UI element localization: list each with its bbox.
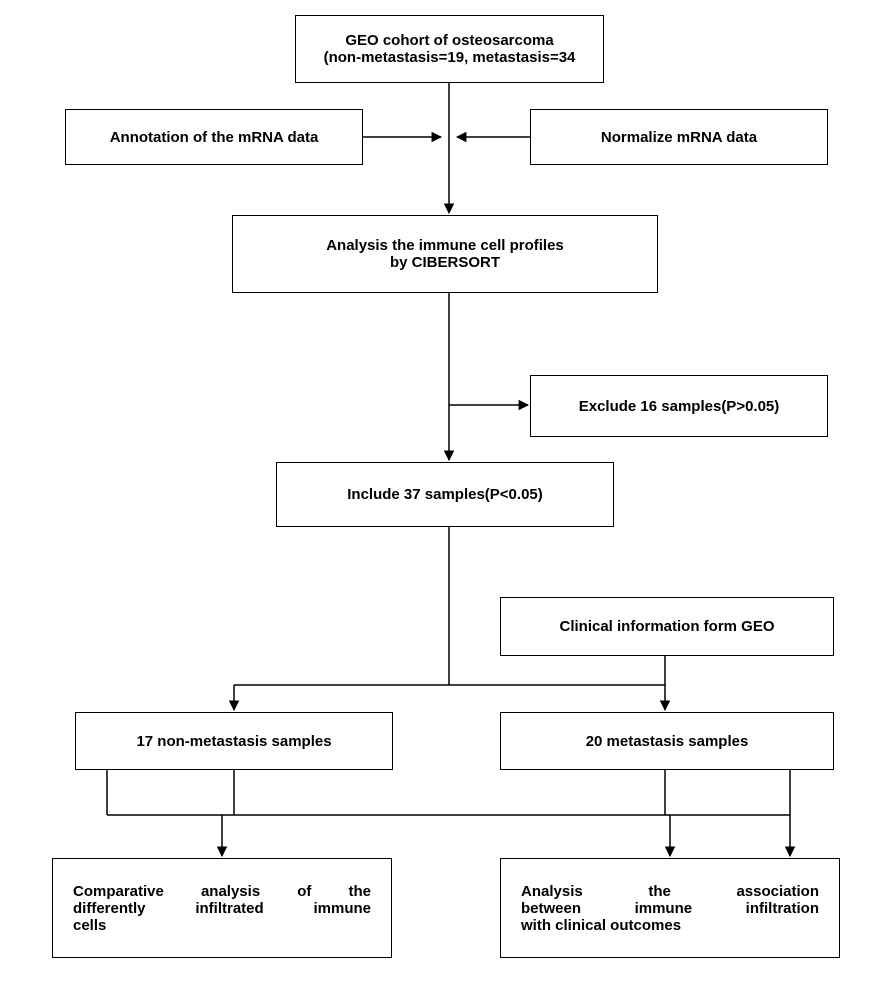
text-line: cells	[73, 917, 371, 934]
node-meta: 20 metastasis samples	[500, 712, 834, 770]
text-line: with clinical outcomes	[521, 917, 819, 934]
node-clinical: Clinical information form GEO	[500, 597, 834, 656]
text-line: Normalize mRNA data	[601, 129, 757, 146]
text-line: Comparative analysis of the	[73, 883, 371, 900]
text-line: Annotation of the mRNA data	[110, 129, 319, 146]
node-include: Include 37 samples(P<0.05)	[276, 462, 614, 527]
text-line: (non-metastasis=19, metastasis=34	[324, 49, 576, 66]
node-compare: Comparative analysis of the differently …	[52, 858, 392, 958]
text-line: GEO cohort of osteosarcoma	[345, 32, 553, 49]
text-line: differently infiltrated immune	[73, 900, 371, 917]
text-line: 20 metastasis samples	[586, 733, 749, 750]
text-line: Clinical information form GEO	[559, 618, 774, 635]
text-line: Analysis the immune cell profiles	[326, 237, 564, 254]
node-nonmeta: 17 non-metastasis samples	[75, 712, 393, 770]
text-line: by CIBERSORT	[390, 254, 500, 271]
node-geo-cohort: GEO cohort of osteosarcoma (non-metastas…	[295, 15, 604, 83]
text-line: Analysis the association	[521, 883, 819, 900]
text-line: Exclude 16 samples(P>0.05)	[579, 398, 780, 415]
text-line: between immune infiltration	[521, 900, 819, 917]
text-line: 17 non-metastasis samples	[136, 733, 331, 750]
node-annotation: Annotation of the mRNA data	[65, 109, 363, 165]
node-normalize: Normalize mRNA data	[530, 109, 828, 165]
node-assoc: Analysis the association between immune …	[500, 858, 840, 958]
text-line: Include 37 samples(P<0.05)	[347, 486, 543, 503]
flowchart-canvas: GEO cohort of osteosarcoma (non-metastas…	[0, 0, 889, 986]
node-cibersort: Analysis the immune cell profiles by CIB…	[232, 215, 658, 293]
node-exclude: Exclude 16 samples(P>0.05)	[530, 375, 828, 437]
